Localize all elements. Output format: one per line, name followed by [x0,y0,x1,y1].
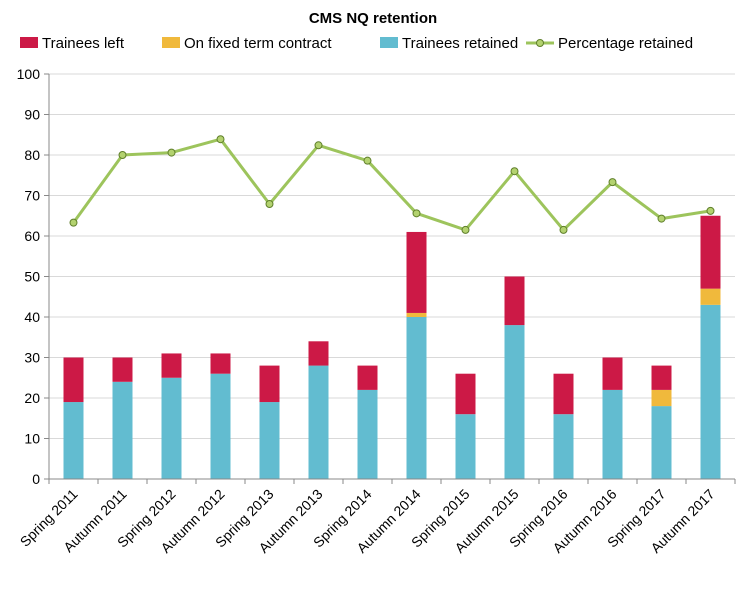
bar-trainees-retained-autumn-2012 [210,373,231,479]
y-tick-label-70: 70 [24,188,40,204]
bar-trainees-left-spring-2013 [259,365,280,403]
legend-swatch-on-fixed-term-contract [162,37,180,48]
point-percentage-retained-spring-2015 [461,225,470,234]
bar-trainees-left-spring-2016 [553,373,574,415]
y-axis-ticks: 0 10 20 30 40 50 60 70 80 90 100 [17,66,49,487]
bar-on-fixed-term-contract-autumn-2014 [406,312,427,317]
legend-swatch-trainees-retained [380,37,398,48]
point-percentage-retained-autumn-2015 [510,167,519,176]
y-tick-label-40: 40 [24,309,40,325]
bar-trainees-retained-autumn-2017 [700,304,721,479]
point-percentage-retained-autumn-2017 [706,206,715,215]
point-percentage-retained-autumn-2014 [412,209,421,218]
point-percentage-retained-autumn-2013 [314,141,323,150]
point-percentage-retained-spring-2012 [167,148,176,157]
bar-trainees-retained-autumn-2014 [406,317,427,479]
point-percentage-retained-spring-2017 [657,214,666,223]
line-percentage-retained [72,137,711,232]
point-percentage-retained-spring-2011 [69,218,78,227]
bar-trainees-retained-autumn-2015 [504,325,525,479]
bar-trainees-retained-spring-2014 [357,389,378,479]
bar-trainees-retained-autumn-2016 [602,389,623,479]
y-tick-label-50: 50 [24,269,40,285]
bar-trainees-left-spring-2014 [357,365,378,390]
bar-trainees-retained-autumn-2011 [112,381,133,479]
axes [48,74,736,484]
bar-trainees-left-spring-2011 [63,357,84,403]
point-percentage-retained-autumn-2016 [608,178,617,187]
bar-trainees-retained-spring-2013 [259,402,280,479]
bar-trainees-left-autumn-2017 [700,215,721,289]
point-percentage-retained-spring-2014 [363,156,372,165]
gridlines [49,73,735,439]
y-tick-label-60: 60 [24,228,40,244]
bar-trainees-retained-spring-2011 [63,402,84,479]
y-tick-label-30: 30 [24,350,40,366]
y-tick-label-100: 100 [17,66,41,82]
y-tick-label-20: 20 [24,390,40,406]
y-tick-label-90: 90 [24,107,40,123]
legend: Trainees left On fixed term contract Train… [20,35,693,52]
legend-swatch-trainees-left [20,37,38,48]
y-tick-label-0: 0 [32,471,40,487]
percentage-line [69,135,715,234]
bar-trainees-left-autumn-2016 [602,357,623,390]
bars [63,215,721,479]
legend-label-percentage-retained: Percentage retained [558,35,693,52]
bar-trainees-left-autumn-2015 [504,276,525,326]
bar-trainees-retained-spring-2016 [553,414,574,479]
bar-trainees-retained-autumn-2013 [308,365,329,479]
bar-trainees-left-autumn-2011 [112,357,133,382]
bar-on-fixed-term-contract-autumn-2017 [700,288,721,305]
point-percentage-retained-autumn-2012 [216,135,225,144]
y-tick-label-10: 10 [24,431,40,447]
bar-trainees-left-autumn-2013 [308,341,329,366]
bar-trainees-left-spring-2012 [161,353,182,378]
legend-label-on-fixed-term-contract: On fixed term contract [184,35,332,52]
legend-swatch-marker-percentage-retained [536,39,544,47]
bar-trainees-retained-spring-2015 [455,414,476,479]
bar-trainees-left-spring-2015 [455,373,476,415]
legend-label-trainees-retained: Trainees retained [402,35,518,52]
point-percentage-retained-autumn-2011 [118,151,127,159]
bar-trainees-left-spring-2017 [651,365,672,390]
point-percentage-retained-spring-2016 [559,225,568,234]
bar-trainees-left-autumn-2012 [210,353,231,374]
bar-trainees-retained-spring-2017 [651,406,672,479]
bar-on-fixed-term-contract-spring-2017 [651,389,672,407]
point-percentage-retained-spring-2013 [265,200,274,209]
chart-title: CMS NQ retention [309,10,437,27]
bar-trainees-retained-spring-2012 [161,377,182,479]
bar-trainees-left-autumn-2014 [406,231,427,313]
y-tick-label-80: 80 [24,147,40,163]
legend-label-trainees-left: Trainees left [42,35,125,52]
